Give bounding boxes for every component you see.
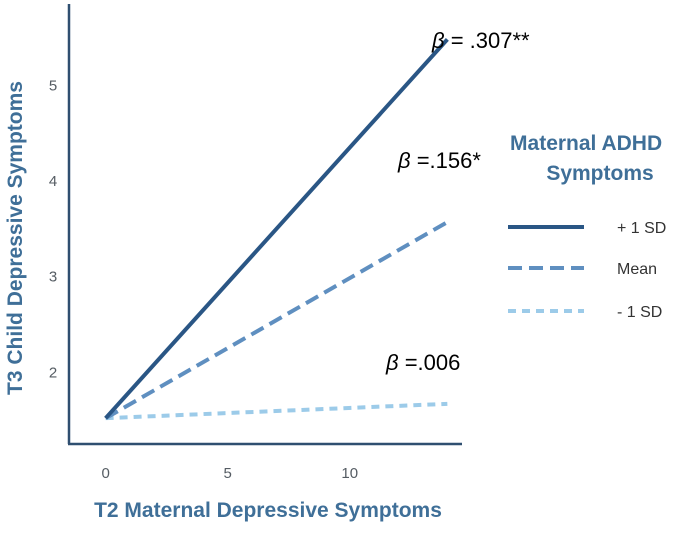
legend-title-line-1: Maternal ADHD bbox=[510, 132, 662, 155]
legend-title-line-2: Symptoms bbox=[546, 162, 653, 185]
legend-item: - 1 SD bbox=[508, 304, 662, 321]
series-line-0 bbox=[104, 38, 449, 420]
y-tick-label: 2 bbox=[49, 364, 57, 381]
legend-title: Maternal ADHD Symptoms bbox=[510, 132, 668, 185]
x-tick-label: 10 bbox=[341, 465, 358, 482]
beta-value: = .307** bbox=[445, 28, 530, 53]
series-line-2 bbox=[105, 401, 448, 421]
beta-value: =.156* bbox=[411, 148, 482, 173]
legend-label: Mean bbox=[617, 261, 657, 278]
y-axis-title: T3 Child Depressive Symptoms bbox=[4, 81, 27, 395]
beta-annotation: β = .307** bbox=[431, 28, 530, 53]
y-tick-label: 5 bbox=[49, 77, 57, 94]
beta-symbol: β bbox=[397, 148, 411, 173]
beta-value: =.006 bbox=[399, 350, 461, 375]
beta-annotation: β =.156* bbox=[397, 148, 481, 173]
legend-label: + 1 SD bbox=[617, 220, 666, 237]
legend-item: + 1 SD bbox=[508, 220, 666, 237]
legend: + 1 SD Mean - 1 SD bbox=[508, 220, 666, 321]
annotations: β = .307**β =.156*β =.006 bbox=[385, 28, 530, 375]
series-line-1 bbox=[104, 220, 449, 420]
series-layer bbox=[104, 38, 449, 421]
y-tick-label: 3 bbox=[49, 269, 57, 286]
tick-layer: 0 5 10 2 3 4 5 bbox=[49, 77, 358, 482]
legend-item: Mean bbox=[508, 261, 657, 278]
beta-annotation: β =.006 bbox=[385, 350, 460, 375]
beta-symbol: β bbox=[385, 350, 399, 375]
y-tick-label: 4 bbox=[49, 173, 57, 190]
legend-label: - 1 SD bbox=[617, 304, 662, 321]
x-axis-title: T2 Maternal Depressive Symptoms bbox=[94, 499, 442, 522]
x-tick-label: 5 bbox=[223, 465, 231, 482]
beta-symbol: β bbox=[431, 28, 445, 53]
x-tick-label: 0 bbox=[101, 465, 109, 482]
